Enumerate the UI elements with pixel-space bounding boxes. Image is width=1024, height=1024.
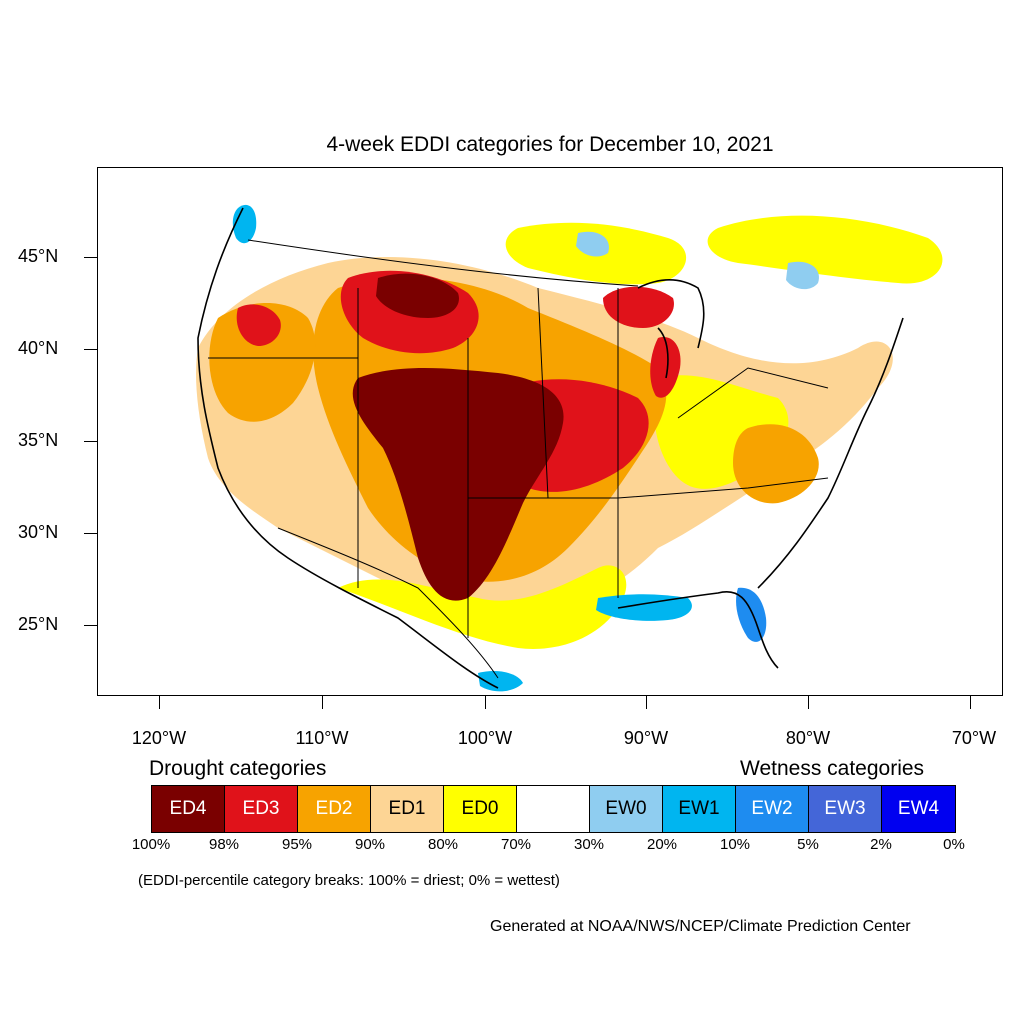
lon-tick-110w xyxy=(322,696,323,709)
map-canvas xyxy=(196,204,943,692)
lat-tick-40n xyxy=(84,349,97,350)
lon-label-100w: 100°W xyxy=(457,728,513,748)
percentile-label: 98% xyxy=(208,836,240,853)
ew-region-pacific-nw xyxy=(232,204,257,244)
ew-region-northeast xyxy=(786,261,819,290)
boundary-lines xyxy=(208,239,829,679)
percentile-label: 90% xyxy=(354,836,386,853)
legend-swatch-ew3: EW3 xyxy=(809,786,882,832)
lon-tick-70w xyxy=(970,696,971,709)
legend-swatch-ew4: EW4 xyxy=(882,786,955,832)
credit-text: Generated at NOAA/NWS/NCEP/Climate Predi… xyxy=(490,918,911,935)
legend-swatch-ed1: ED1 xyxy=(371,786,444,832)
lat-label-35n: 35°N xyxy=(18,430,59,450)
percentile-label: 30% xyxy=(573,836,605,853)
legend-swatch-ew2: EW2 xyxy=(736,786,809,832)
wetness-categories-heading: Wetness categories xyxy=(740,757,925,780)
ew-region-texas-coast xyxy=(478,671,523,692)
lon-label-110w: 110°W xyxy=(295,728,349,748)
ed2-region-southeast xyxy=(733,424,819,504)
legend-swatch-ew0: EW0 xyxy=(590,786,663,832)
legend-swatch-ed0: ED0 xyxy=(444,786,517,832)
lon-label-80w: 80°W xyxy=(785,728,831,748)
legend-swatch-ew1: EW1 xyxy=(663,786,736,832)
eddi-map xyxy=(97,167,1003,696)
percentile-label: 10% xyxy=(719,836,751,853)
ed3-region-northwest xyxy=(236,304,281,346)
lat-tick-30n xyxy=(84,533,97,534)
lon-tick-80w xyxy=(808,696,809,709)
lat-tick-35n xyxy=(84,441,97,442)
ed4-region-core xyxy=(352,368,564,601)
ed0-region-canada-east xyxy=(707,215,943,284)
lon-tick-120w xyxy=(159,696,160,709)
legend-swatch-ed2: ED2 xyxy=(298,786,371,832)
drought-categories-heading: Drought categories xyxy=(149,757,327,780)
ed2-region-west xyxy=(209,303,316,422)
percentile-label: 0% xyxy=(943,836,965,853)
legend-swatch-ed3: ED3 xyxy=(225,786,298,832)
map-title: 4-week EDDI categories for December 10, … xyxy=(326,133,774,156)
lon-label-120w: 120°W xyxy=(131,728,187,748)
coastline xyxy=(197,207,904,689)
lat-tick-25n xyxy=(84,625,97,626)
ew-region-canada xyxy=(576,231,609,257)
ed3-region-michigan xyxy=(650,337,681,398)
percentile-label: 5% xyxy=(797,836,819,853)
percentile-label: 70% xyxy=(500,836,532,853)
lon-tick-90w xyxy=(646,696,647,709)
percentile-label: 80% xyxy=(427,836,459,853)
lat-label-45n: 45°N xyxy=(18,246,59,266)
legend-colorbar: ED4 ED3 ED2 ED1 ED0 EW0 EW1 EW2 EW3 EW4 xyxy=(151,785,956,833)
legend-swatch-ed4: ED4 xyxy=(152,786,225,832)
lat-label-30n: 30°N xyxy=(18,522,59,542)
lat-label-25n: 25°N xyxy=(18,614,59,634)
lon-label-70w: 70°W xyxy=(951,728,997,748)
lon-tick-100w xyxy=(485,696,486,709)
ed4-region-northern-plains xyxy=(376,273,459,318)
ed3-region-great-lakes xyxy=(603,286,674,328)
lon-label-90w: 90°W xyxy=(623,728,669,748)
percentile-label: 20% xyxy=(646,836,678,853)
percentile-label: 100% xyxy=(131,836,171,853)
percentile-label: 2% xyxy=(870,836,892,853)
lat-tick-45n xyxy=(84,257,97,258)
ew-region-gulf-coast xyxy=(596,594,692,621)
ed0-region-south xyxy=(338,565,627,649)
lat-label-40n: 40°N xyxy=(18,338,59,358)
percentile-label: 95% xyxy=(281,836,313,853)
category-break-note: (EDDI-percentile category breaks: 100% =… xyxy=(138,872,560,889)
legend-swatch-normal xyxy=(517,786,590,832)
